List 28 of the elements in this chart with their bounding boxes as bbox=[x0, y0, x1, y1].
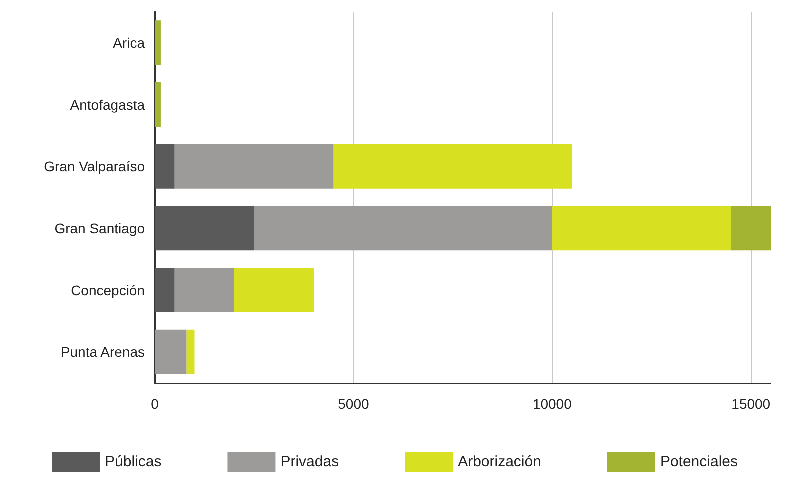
bar bbox=[155, 144, 175, 189]
y-tick-label: Antofagasta bbox=[70, 96, 146, 113]
bar bbox=[155, 20, 161, 66]
bar bbox=[254, 206, 552, 251]
bar bbox=[334, 144, 572, 189]
bar bbox=[155, 82, 161, 128]
y-tick-label: Punta Arenas bbox=[60, 344, 145, 360]
x-tick-label: 10000 bbox=[532, 396, 572, 412]
bar bbox=[552, 206, 732, 251]
legend-label: Privadas bbox=[280, 454, 340, 470]
x-tick-label: 15000 bbox=[732, 396, 771, 412]
y-tick-label: Gran Valparaíso bbox=[44, 158, 146, 175]
bar bbox=[155, 268, 175, 313]
bar bbox=[234, 268, 314, 313]
bar bbox=[155, 206, 254, 251]
y-tick-label: Gran Santiago bbox=[54, 220, 146, 236]
y-tick-label: Concepción bbox=[71, 282, 145, 298]
legend-label: Públicas bbox=[105, 454, 162, 470]
bar bbox=[155, 330, 187, 374]
bar bbox=[174, 268, 234, 313]
bar bbox=[731, 206, 771, 251]
bar bbox=[186, 330, 195, 374]
x-tick-label: 5000 bbox=[338, 396, 370, 412]
legend-label: Arborización bbox=[458, 454, 542, 470]
bar bbox=[174, 144, 334, 189]
x-tick-label: 0 bbox=[151, 396, 160, 412]
y-tick-label: Arica bbox=[113, 34, 146, 51]
legend-label: Potenciales bbox=[660, 454, 738, 470]
